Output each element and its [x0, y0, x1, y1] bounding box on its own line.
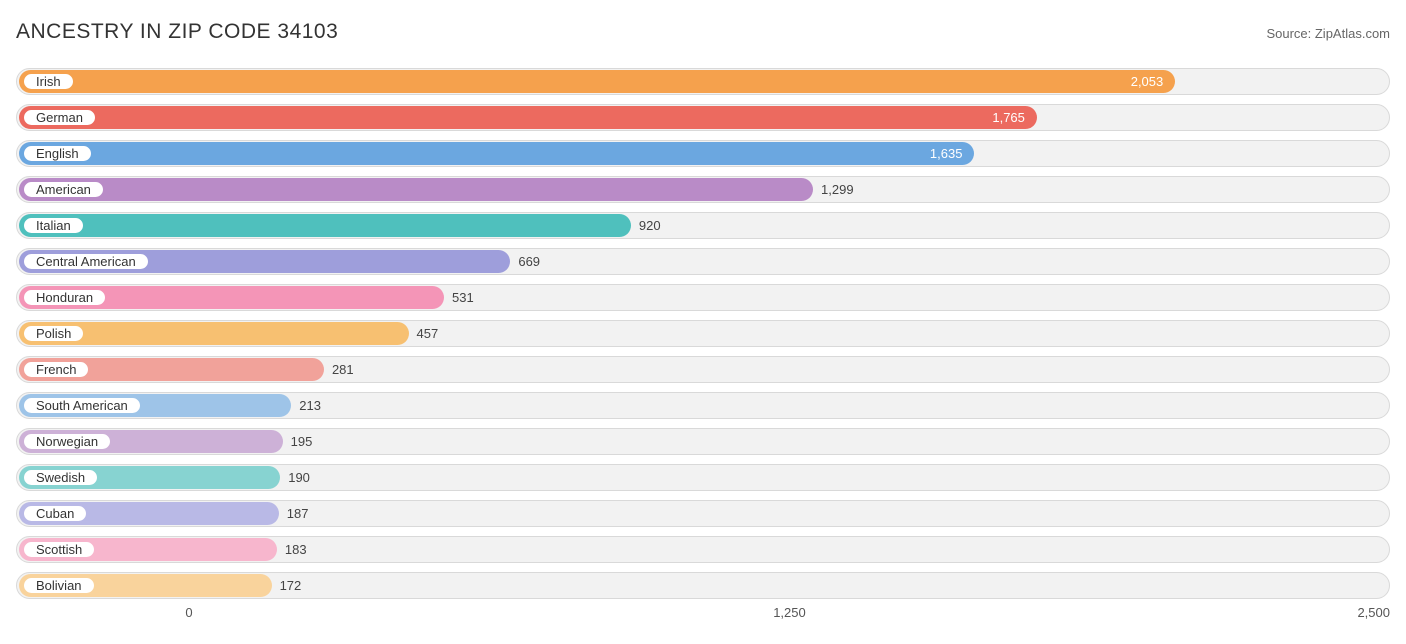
bar-label: American: [22, 180, 105, 199]
bar-label: Swedish: [22, 468, 99, 487]
bar-row: Honduran 531: [16, 280, 1390, 315]
bar-fill: [19, 70, 1175, 93]
bar-fill: [19, 178, 813, 201]
x-axis: 0 1,250 2,500: [16, 605, 1390, 633]
bar-row: American 1,299: [16, 172, 1390, 207]
bar-label: German: [22, 108, 97, 127]
bar-value: 457: [417, 316, 439, 351]
bar-label: Cuban: [22, 504, 88, 523]
bar-value: 1,635: [930, 136, 963, 171]
bar-value: 281: [332, 352, 354, 387]
bar-row: Cuban 187: [16, 496, 1390, 531]
bar-label: South American: [22, 396, 142, 415]
bar-label: Norwegian: [22, 432, 112, 451]
bar-row: Polish 457: [16, 316, 1390, 351]
bar-fill: [19, 142, 974, 165]
bar-fill: [19, 106, 1037, 129]
chart-header: ANCESTRY IN ZIP CODE 34103 Source: ZipAt…: [16, 20, 1390, 44]
bar-label: Scottish: [22, 540, 96, 559]
bar-label: Central American: [22, 252, 150, 271]
bar-value: 531: [452, 280, 474, 315]
bar-row: Norwegian 195: [16, 424, 1390, 459]
bar-row: Scottish 183: [16, 532, 1390, 567]
bar-value: 190: [288, 460, 310, 495]
bar-value: 669: [518, 244, 540, 279]
chart-title: ANCESTRY IN ZIP CODE 34103: [16, 20, 338, 44]
bar-label: Bolivian: [22, 576, 96, 595]
bar-row: English 1,635: [16, 136, 1390, 171]
bar-value: 213: [299, 388, 321, 423]
bar-row: Swedish 190: [16, 460, 1390, 495]
bar-value: 172: [280, 568, 302, 603]
bar-value: 920: [639, 208, 661, 243]
bar-fill: [19, 214, 631, 237]
bar-value: 187: [287, 496, 309, 531]
bar-label: Honduran: [22, 288, 107, 307]
bar-label: Polish: [22, 324, 85, 343]
chart-area: Irish2,053German1,765English1,635America…: [16, 64, 1390, 603]
bar-row: South American 213: [16, 388, 1390, 423]
chart-container: ANCESTRY IN ZIP CODE 34103 Source: ZipAt…: [0, 0, 1406, 644]
bar-row: French 281: [16, 352, 1390, 387]
bar-row: Central American 669: [16, 244, 1390, 279]
chart-source: Source: ZipAtlas.com: [1266, 26, 1390, 41]
bar-value: 1,765: [992, 100, 1025, 135]
bar-label: Irish: [22, 72, 75, 91]
bar-row: Italian 920: [16, 208, 1390, 243]
bar-value: 1,299: [821, 172, 854, 207]
bar-row: German 1,765: [16, 100, 1390, 135]
bar-label: French: [22, 360, 90, 379]
bar-row: Bolivian 172: [16, 568, 1390, 603]
axis-tick: 2,500: [1357, 605, 1390, 620]
bar-label: Italian: [22, 216, 85, 235]
bar-value: 2,053: [1131, 64, 1164, 99]
bar-value: 183: [285, 532, 307, 567]
bar-value: 195: [291, 424, 313, 459]
bar-row: Irish 2,053: [16, 64, 1390, 99]
axis-tick: 1,250: [773, 605, 806, 620]
bar-label: English: [22, 144, 93, 163]
axis-tick: 0: [185, 605, 192, 620]
